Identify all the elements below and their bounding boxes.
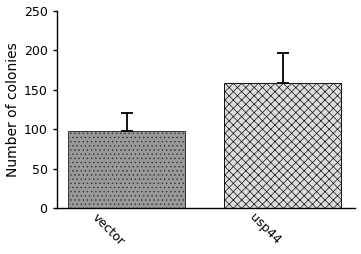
Y-axis label: Number of colonies: Number of colonies (5, 42, 19, 177)
Bar (224, 83, 341, 208)
Bar (68, 131, 185, 208)
